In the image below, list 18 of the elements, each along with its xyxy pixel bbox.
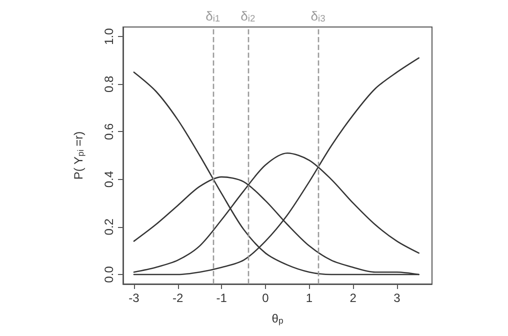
ref-line-label: δi2	[240, 8, 256, 24]
x-axis-title: θp	[272, 312, 284, 326]
y-tick-label: 0.4	[102, 170, 116, 188]
x-tick-label: 2	[350, 291, 357, 305]
x-tick-label: -2	[172, 291, 184, 305]
y-tick-label: 1.0	[102, 28, 116, 45]
y-tick-label: 0.6	[102, 123, 116, 140]
x-tick-label: 0	[262, 291, 270, 305]
y-tick-label: 0.2	[102, 218, 116, 236]
x-tick-label: -3	[128, 291, 140, 305]
y-tick-label: 0.0	[102, 266, 116, 283]
y-axis-title: P( Ypi =r)	[71, 131, 86, 180]
x-tick-label: 1	[306, 291, 313, 305]
ref-line-label: δi1	[206, 8, 220, 24]
x-tick-label: 3	[394, 291, 401, 305]
ref-line-label: δi3	[310, 8, 326, 24]
x-tick-label: -1	[216, 291, 228, 305]
y-tick-label: 0.8	[102, 75, 116, 92]
